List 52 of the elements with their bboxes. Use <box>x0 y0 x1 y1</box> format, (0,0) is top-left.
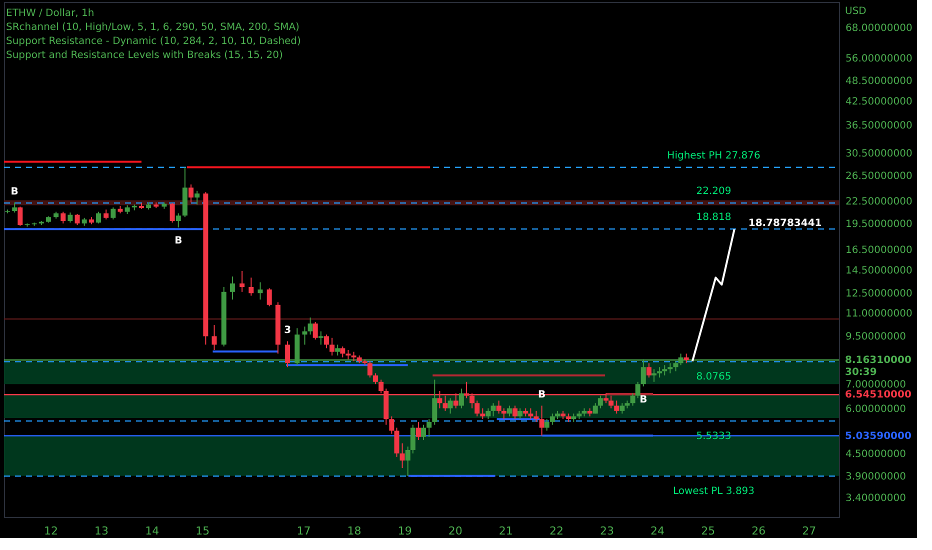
annotation: Support Resistance - Dynamic (10, 284, 2, 10, 10, Dashed) <box>6 36 302 47</box>
y-tick-label: 19.50000000 <box>846 218 912 230</box>
y-tick-label: 14.50000000 <box>846 265 912 276</box>
y-tick-label: 68.00000000 <box>846 22 912 34</box>
y-tick-label: 48.50000000 <box>846 76 912 87</box>
ref-line-label: Highest PH 27.876 <box>667 150 760 162</box>
ref-line-label: 18.818 <box>696 212 732 223</box>
x-tick-label: 18 <box>347 524 362 538</box>
y-tick-label: 12.50000000 <box>846 288 912 300</box>
x-tick-label: 12 <box>44 524 58 538</box>
annotation: B <box>640 394 648 406</box>
annotation: 3 <box>284 325 292 336</box>
y-axis-title: USD <box>845 6 867 17</box>
ref-line-label: 5.03590000 <box>845 430 912 442</box>
x-tick-label: 25 <box>701 524 716 538</box>
x-tick-label: 27 <box>802 524 816 538</box>
y-tick-label: 56.00000000 <box>846 53 912 64</box>
ref-line-label: 6.54510000 <box>845 390 912 401</box>
y-tick-label: 42.50000000 <box>846 96 912 108</box>
x-tick-label: 17 <box>296 524 311 538</box>
text: ETHW / Dollar, 1h <box>6 8 94 19</box>
y-tick-label: 22.50000000 <box>846 196 912 208</box>
y-tick-label: 3.90000000 <box>846 471 906 482</box>
y-tick-label: 36.50000000 <box>846 120 912 132</box>
y-tick-label: 7.00000000 <box>846 380 906 391</box>
x-tick-label: 23 <box>600 524 614 538</box>
ref-line-label: 8.0765 <box>696 372 732 383</box>
annotation: Support and Resistance Levels with Breaks (15, 15, 20) <box>6 50 283 61</box>
x-tick-label: 19 <box>398 524 412 538</box>
x-tick-label: 26 <box>752 524 766 538</box>
x-tick-label: 24 <box>650 524 665 538</box>
annotation: B <box>10 186 18 198</box>
y-tick-label: 30.50000000 <box>846 148 912 160</box>
x-tick-label: 14 <box>145 524 160 538</box>
y-tick-label: 9.50000000 <box>846 332 906 343</box>
x-tick-label: 13 <box>94 524 109 538</box>
y-tick-label: 4.50000000 <box>846 448 906 460</box>
annotation: B <box>174 235 182 246</box>
ref-line-label: 8.16310000 30:39 <box>845 354 912 378</box>
y-tick-label: 6.00000000 <box>846 404 906 415</box>
annotation: 18.78783441 <box>748 218 822 230</box>
y-tick-label: 11.00000000 <box>846 308 912 320</box>
x-tick-label: 20 <box>448 524 462 538</box>
x-tick-label: 15 <box>196 524 210 538</box>
y-tick-label: 3.40000000 <box>846 492 906 504</box>
annotation: SRchannel (10, High/Low, 5, 1, 6, 290, 50, SMA, 200, SMA) <box>6 22 300 33</box>
x-tick-label: 22 <box>549 524 564 538</box>
x-tick-label: 21 <box>498 524 513 538</box>
ref-line-label: 22.209 <box>696 186 732 198</box>
y-tick-label: 26.50000000 <box>846 170 912 182</box>
y-tick-label: 16.50000000 <box>846 245 912 256</box>
ref-line-label: Lowest PL 3.893 <box>672 486 755 498</box>
